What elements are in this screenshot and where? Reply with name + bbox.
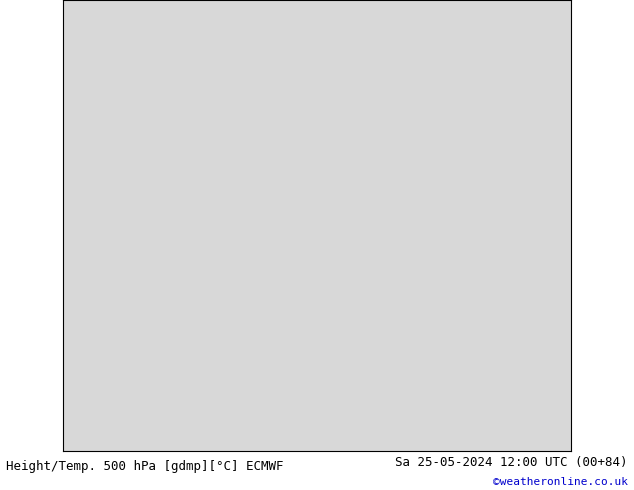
Text: Sa 25-05-2024 12:00 UTC (00+84): Sa 25-05-2024 12:00 UTC (00+84) xyxy=(395,456,628,469)
Text: ©weatheronline.co.uk: ©weatheronline.co.uk xyxy=(493,477,628,487)
Text: Height/Temp. 500 hPa [gdmp][°C] ECMWF: Height/Temp. 500 hPa [gdmp][°C] ECMWF xyxy=(6,460,284,473)
